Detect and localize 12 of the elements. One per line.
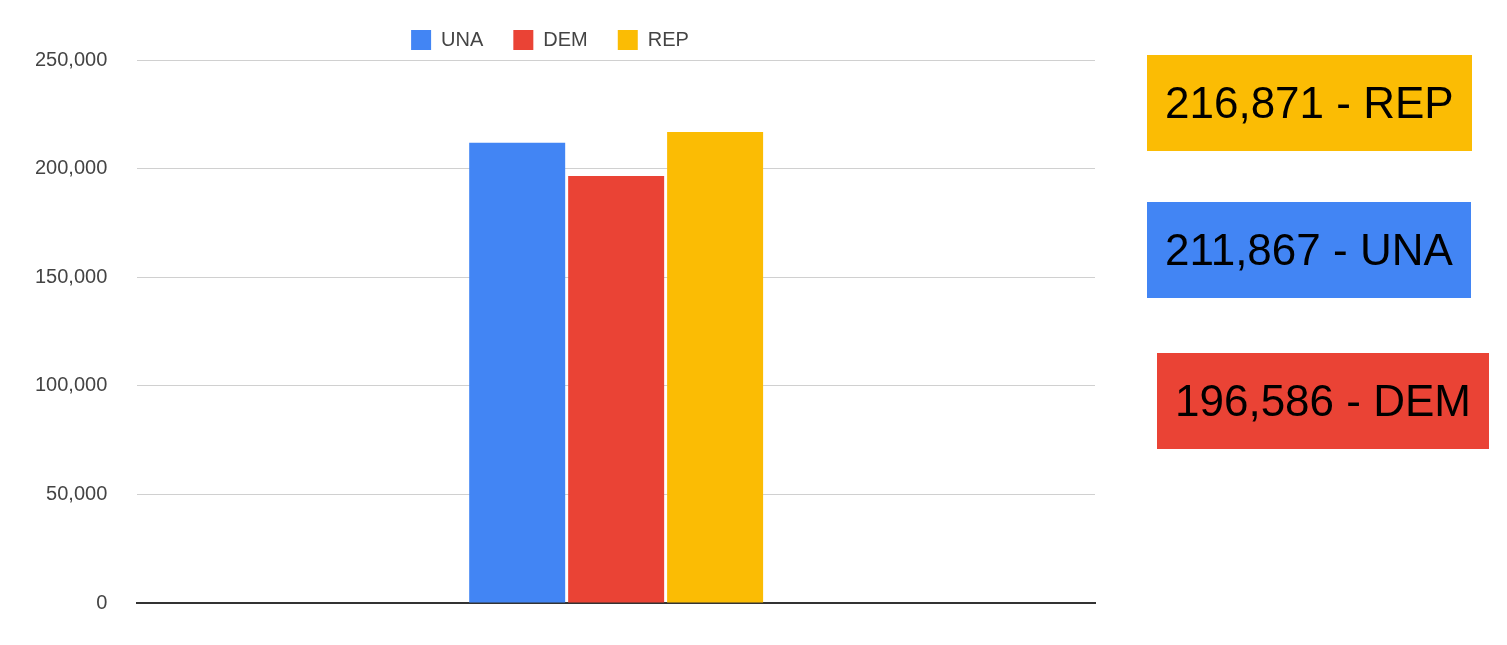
y-tick-label: 150,000	[35, 264, 108, 287]
y-tick-label: 100,000	[35, 373, 108, 396]
y-tick-label: 50,000	[46, 481, 108, 504]
text: 216,871 - REP	[1147, 55, 1472, 151]
text: 196,586 - DEM	[1157, 353, 1489, 449]
legend-label: UNA	[441, 27, 484, 50]
y-tick-label: 250,000	[35, 47, 108, 70]
text: 211,867 - UNA	[1147, 202, 1471, 298]
legend-label: DEM	[543, 27, 588, 50]
y-tick-label: 200,000	[35, 156, 108, 179]
y-tick-label: 0	[96, 590, 108, 613]
legend-label: REP	[647, 27, 689, 50]
